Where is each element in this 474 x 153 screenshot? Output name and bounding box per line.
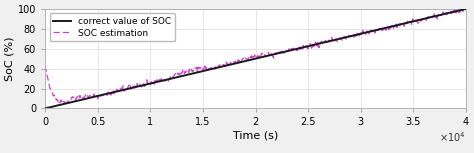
SOC estimation (461, 8, 467, 10)
correct value of SOC (463, 8, 469, 10)
Line: SOC estimation: SOC estimation (45, 9, 466, 104)
correct value of SOC (287, 50, 292, 52)
SOC estimation (42, 65, 48, 67)
SOC estimation (69, 97, 74, 99)
correct value of SOC (405, 22, 410, 24)
Legend: correct value of SOC, SOC estimation: correct value of SOC, SOC estimation (50, 13, 175, 41)
SOC estimation (287, 48, 293, 50)
SOC estimation (62, 103, 68, 104)
Text: $\times 10^4$: $\times 10^4$ (439, 130, 466, 144)
SOC estimation (405, 19, 411, 21)
Line: correct value of SOC: correct value of SOC (45, 9, 466, 108)
correct value of SOC (42, 108, 48, 109)
SOC estimation (362, 34, 368, 35)
correct value of SOC (298, 47, 303, 49)
Y-axis label: SoC (%): SoC (%) (5, 36, 15, 81)
SOC estimation (311, 45, 317, 46)
SOC estimation (298, 46, 304, 47)
SOC estimation (463, 8, 469, 10)
correct value of SOC (68, 101, 73, 103)
correct value of SOC (310, 44, 316, 46)
correct value of SOC (362, 32, 367, 34)
X-axis label: Time (s): Time (s) (233, 130, 278, 140)
